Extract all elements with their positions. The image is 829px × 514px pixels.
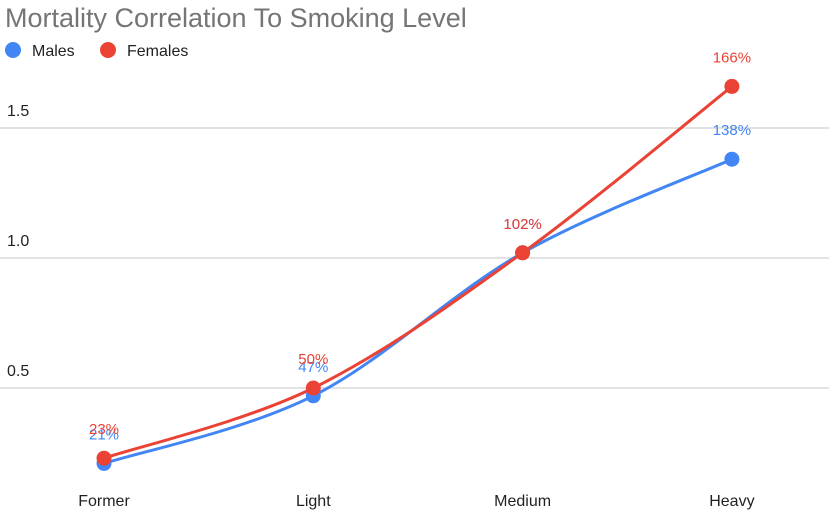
data-labels: 21%47%102%138%23%50%102%166% (89, 49, 751, 443)
x-tick-label: Former (78, 493, 130, 510)
y-axis: 0.5 1.0 1.5 (7, 103, 29, 380)
y-tick-label: 0.5 (7, 363, 29, 380)
data-label: 50% (298, 351, 328, 368)
data-label: 23% (89, 421, 119, 438)
x-tick-label: Light (296, 493, 331, 510)
legend-marker (5, 42, 21, 58)
data-points (96, 78, 740, 471)
chart-title: Mortality Correlation To Smoking Level (5, 3, 467, 33)
x-axis: Former Light Medium Heavy (78, 493, 754, 510)
gridlines (0, 127, 829, 389)
y-tick-label: 1.0 (7, 233, 29, 250)
legend-marker (100, 42, 116, 58)
data-point (724, 78, 740, 94)
data-point (515, 245, 531, 261)
legend: Males Females (5, 42, 188, 60)
series-lines (102, 84, 734, 465)
data-label: 138% (713, 122, 751, 139)
data-label: 21% (89, 426, 119, 443)
y-tick-label: 1.5 (7, 103, 29, 120)
legend-label: Females (127, 43, 188, 60)
data-label: 102% (503, 216, 541, 233)
data-point (96, 450, 112, 466)
series-line (102, 84, 734, 460)
data-point (724, 151, 740, 167)
data-point (305, 380, 321, 396)
legend-label: Males (32, 43, 75, 60)
x-tick-label: Heavy (709, 493, 754, 510)
series-line (102, 157, 734, 465)
data-label: 47% (298, 359, 328, 376)
data-label: 102% (503, 216, 541, 233)
data-label: 166% (713, 49, 751, 66)
x-tick-label: Medium (494, 493, 551, 510)
